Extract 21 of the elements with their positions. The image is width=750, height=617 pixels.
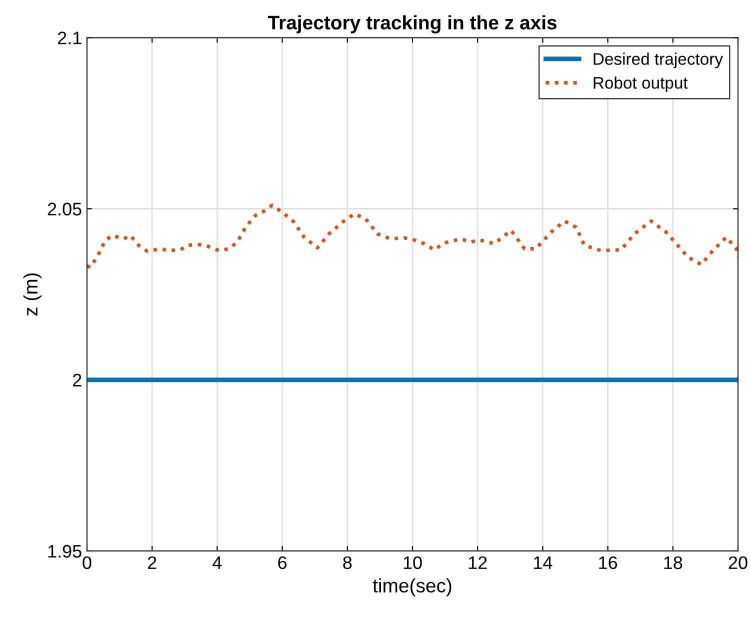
x-tick-label: 20 (728, 556, 748, 570)
x-tick-label: 4 (212, 556, 222, 569)
x-tick-label: 14 (534, 556, 552, 569)
x-axis-title: time(sec) (372, 578, 452, 596)
x-tick-label: 0 (82, 556, 92, 570)
x-tick-label: 12 (468, 556, 487, 569)
x-tick-label: 6 (278, 556, 287, 570)
y-axis-title: z (m) (23, 273, 42, 316)
x-tick-label: 2 (148, 556, 156, 569)
legend-label: Robot output (594, 76, 688, 92)
x-tick-label: 10 (404, 556, 422, 570)
x-tick-label: 16 (599, 556, 618, 570)
line-series (87, 204, 738, 270)
x-tick-label: 18 (664, 556, 682, 570)
chart-title: Trajectory tracking in the z axis (268, 15, 557, 34)
y-tick-label: 2 (73, 374, 82, 386)
legend-label: Desired trajectory (594, 52, 723, 68)
y-tick-label: 1.95 (48, 544, 82, 558)
y-tick-label: 2.05 (48, 202, 82, 216)
x-tick-label: 8 (343, 556, 352, 570)
y-tick-label: 2.1 (58, 32, 82, 44)
